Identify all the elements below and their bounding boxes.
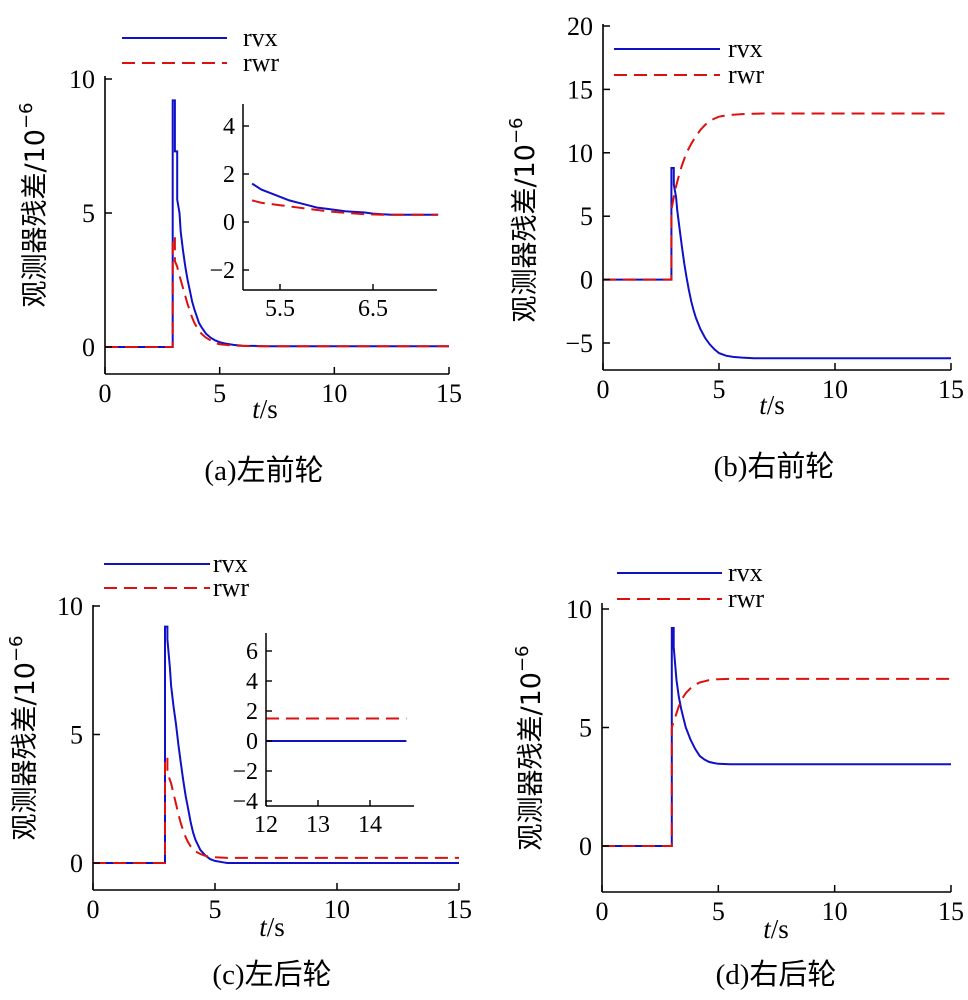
y-tick-label: 5 (579, 714, 592, 743)
x-axis-label: t/s (259, 912, 285, 942)
legend-label-rvx: rvx (728, 558, 763, 587)
inset-y-tick-label: 2 (223, 162, 235, 188)
x-tick-label: 0 (87, 895, 100, 924)
x-tick-label: 15 (436, 379, 462, 408)
y-tick-label: 20 (567, 12, 593, 41)
legend-label-rvx: rvx (213, 549, 248, 578)
y-axis-label: 观测器残差/10−6 (16, 103, 51, 308)
panel-caption: (a)左前轮 (204, 454, 323, 487)
y-tick-label: 5 (70, 721, 83, 750)
y-tick-label: 0 (82, 333, 95, 362)
y-tick-label: 5 (82, 199, 95, 228)
panel-caption: (c)左后轮 (212, 958, 331, 991)
inset-y-tick-label: −2 (209, 258, 235, 284)
y-tick-label: 0 (579, 832, 592, 861)
y-tick-label: 0 (580, 266, 593, 295)
x-tick-label: 10 (822, 375, 848, 404)
x-axis-label: t/s (759, 390, 785, 420)
legend-label-rvx: rvx (243, 23, 278, 52)
legend-label-rvx: rvx (728, 34, 763, 63)
series-line-rwr (602, 677, 951, 847)
inset-y-tick-label: 0 (223, 210, 235, 236)
inset-series-line-rwr (251, 199, 439, 216)
x-tick-label: 10 (822, 897, 848, 926)
inset-x-tick-label: 12 (254, 812, 278, 838)
x-tick-label: 15 (446, 895, 472, 924)
inset-plot: 12 13 14 6 4 2 0 −2 −4 (232, 633, 414, 838)
inset-series-line-rvx (251, 182, 439, 216)
inset-y-tick-label: 4 (246, 669, 258, 695)
series-line-rvx (603, 167, 951, 360)
y-axis-label: 观测器残差/10−6 (6, 636, 41, 841)
x-tick-label: 0 (597, 375, 610, 404)
x-tick-label: 0 (99, 379, 112, 408)
x-axis-label: t/s (252, 394, 278, 424)
series-line-rwr (93, 756, 459, 864)
inset-y-tick-label: −4 (232, 789, 258, 815)
y-tick-label: 10 (57, 592, 83, 621)
x-tick-label: 0 (596, 897, 609, 926)
x-tick-label: 10 (321, 379, 347, 408)
inset-x-tick-label: 6.5 (358, 296, 388, 322)
legend-label-rwr: rwr (728, 584, 764, 613)
x-tick-label: 10 (324, 895, 350, 924)
inset-y-tick-label: −2 (232, 759, 258, 785)
series-line-rvx (93, 625, 459, 864)
x-tick-label: 15 (938, 897, 964, 926)
y-tick-label: 0 (70, 849, 83, 878)
y-axis-label: 观测器残差/10−6 (506, 118, 541, 323)
y-tick-label: 5 (580, 202, 593, 231)
legend-label-rwr: rwr (728, 60, 764, 89)
panel-caption: (b)右前轮 (714, 450, 835, 483)
y-tick-label: 10 (566, 595, 592, 624)
y-tick-label: 15 (567, 75, 593, 104)
y-tick-label: 10 (69, 65, 95, 94)
series-line-rvx (602, 627, 951, 847)
x-tick-label: 5 (209, 895, 222, 924)
x-tick-label: 5 (213, 379, 226, 408)
y-tick-label: −5 (565, 329, 593, 358)
series-line-rwr (105, 236, 449, 348)
inset-y-tick-label: 4 (223, 114, 235, 140)
y-tick-label: 10 (567, 139, 593, 168)
x-axis-label: t/s (763, 914, 789, 944)
legend-label-rwr: rwr (243, 48, 279, 77)
inset-x-tick-label: 5.5 (265, 296, 295, 322)
x-tick-label: 5 (712, 897, 725, 926)
inset-x-tick-label: 13 (306, 812, 330, 838)
inset-y-tick-label: 2 (246, 699, 258, 725)
chart-panel-b: 0 5 10 15−505101520观测器残差/10−6t/s(b)右前轮rvxrw… (506, 12, 964, 483)
series-line-rvx (105, 99, 449, 348)
y-axis-label: 观测器残差/10−6 (512, 646, 547, 851)
legend-label-rwr: rwr (213, 573, 249, 602)
inset-plot: 5.5 6.5 4 2 0 −2 (209, 104, 439, 322)
inset-x-tick-label: 14 (358, 812, 382, 838)
series-line-rwr (603, 112, 951, 281)
panel-caption: (d)右后轮 (716, 958, 837, 991)
x-tick-label: 15 (938, 375, 964, 404)
inset-y-tick-label: 0 (246, 729, 258, 755)
inset-y-tick-label: 6 (246, 639, 258, 665)
x-tick-label: 5 (713, 375, 726, 404)
